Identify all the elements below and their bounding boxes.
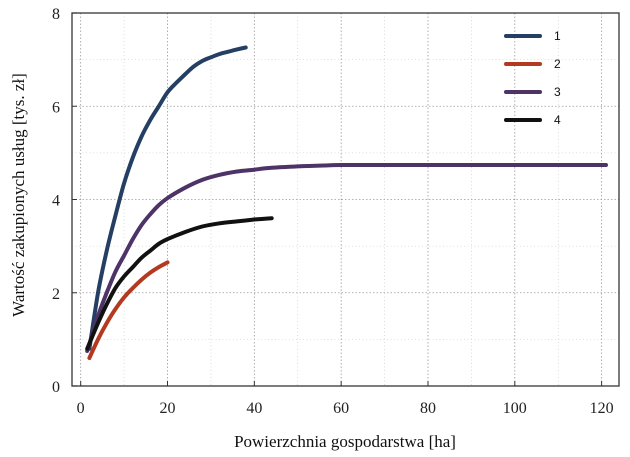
series-line-4	[85, 216, 274, 351]
legend: 1 2 3 4	[504, 29, 561, 127]
series-line-3	[85, 162, 608, 353]
grid	[72, 12, 619, 387]
series-line-2	[87, 260, 170, 360]
x-tick-label: 40	[246, 400, 262, 417]
y-axis: 0 2 4 6 8	[52, 6, 77, 396]
series-group	[85, 45, 608, 360]
y-tick-label: 0	[52, 379, 60, 396]
x-tick-label: 20	[160, 400, 176, 417]
series-line-1	[87, 45, 248, 351]
x-axis-title: Powierzchnia gospodarstwa [ha]	[234, 432, 456, 451]
y-tick-label: 6	[52, 99, 60, 116]
y-tick-label: 2	[52, 286, 60, 303]
legend-label-1: 1	[554, 29, 561, 43]
y-tick-label: 4	[52, 193, 60, 210]
x-tick-label: 100	[503, 400, 527, 417]
legend-label-2: 2	[554, 57, 561, 71]
x-tick-label: 80	[420, 400, 436, 417]
y-tick-label: 8	[52, 6, 60, 23]
x-tick-label: 120	[590, 400, 614, 417]
legend-label-3: 3	[554, 85, 561, 99]
x-axis: 0 20 40 60 80 100 120	[77, 381, 614, 417]
x-tick-label: 0	[77, 400, 85, 417]
x-tick-label: 60	[333, 400, 349, 417]
y-axis-title: Wartość zakupionych usług [tys. zł]	[9, 73, 28, 317]
legend-label-4: 4	[554, 113, 561, 127]
